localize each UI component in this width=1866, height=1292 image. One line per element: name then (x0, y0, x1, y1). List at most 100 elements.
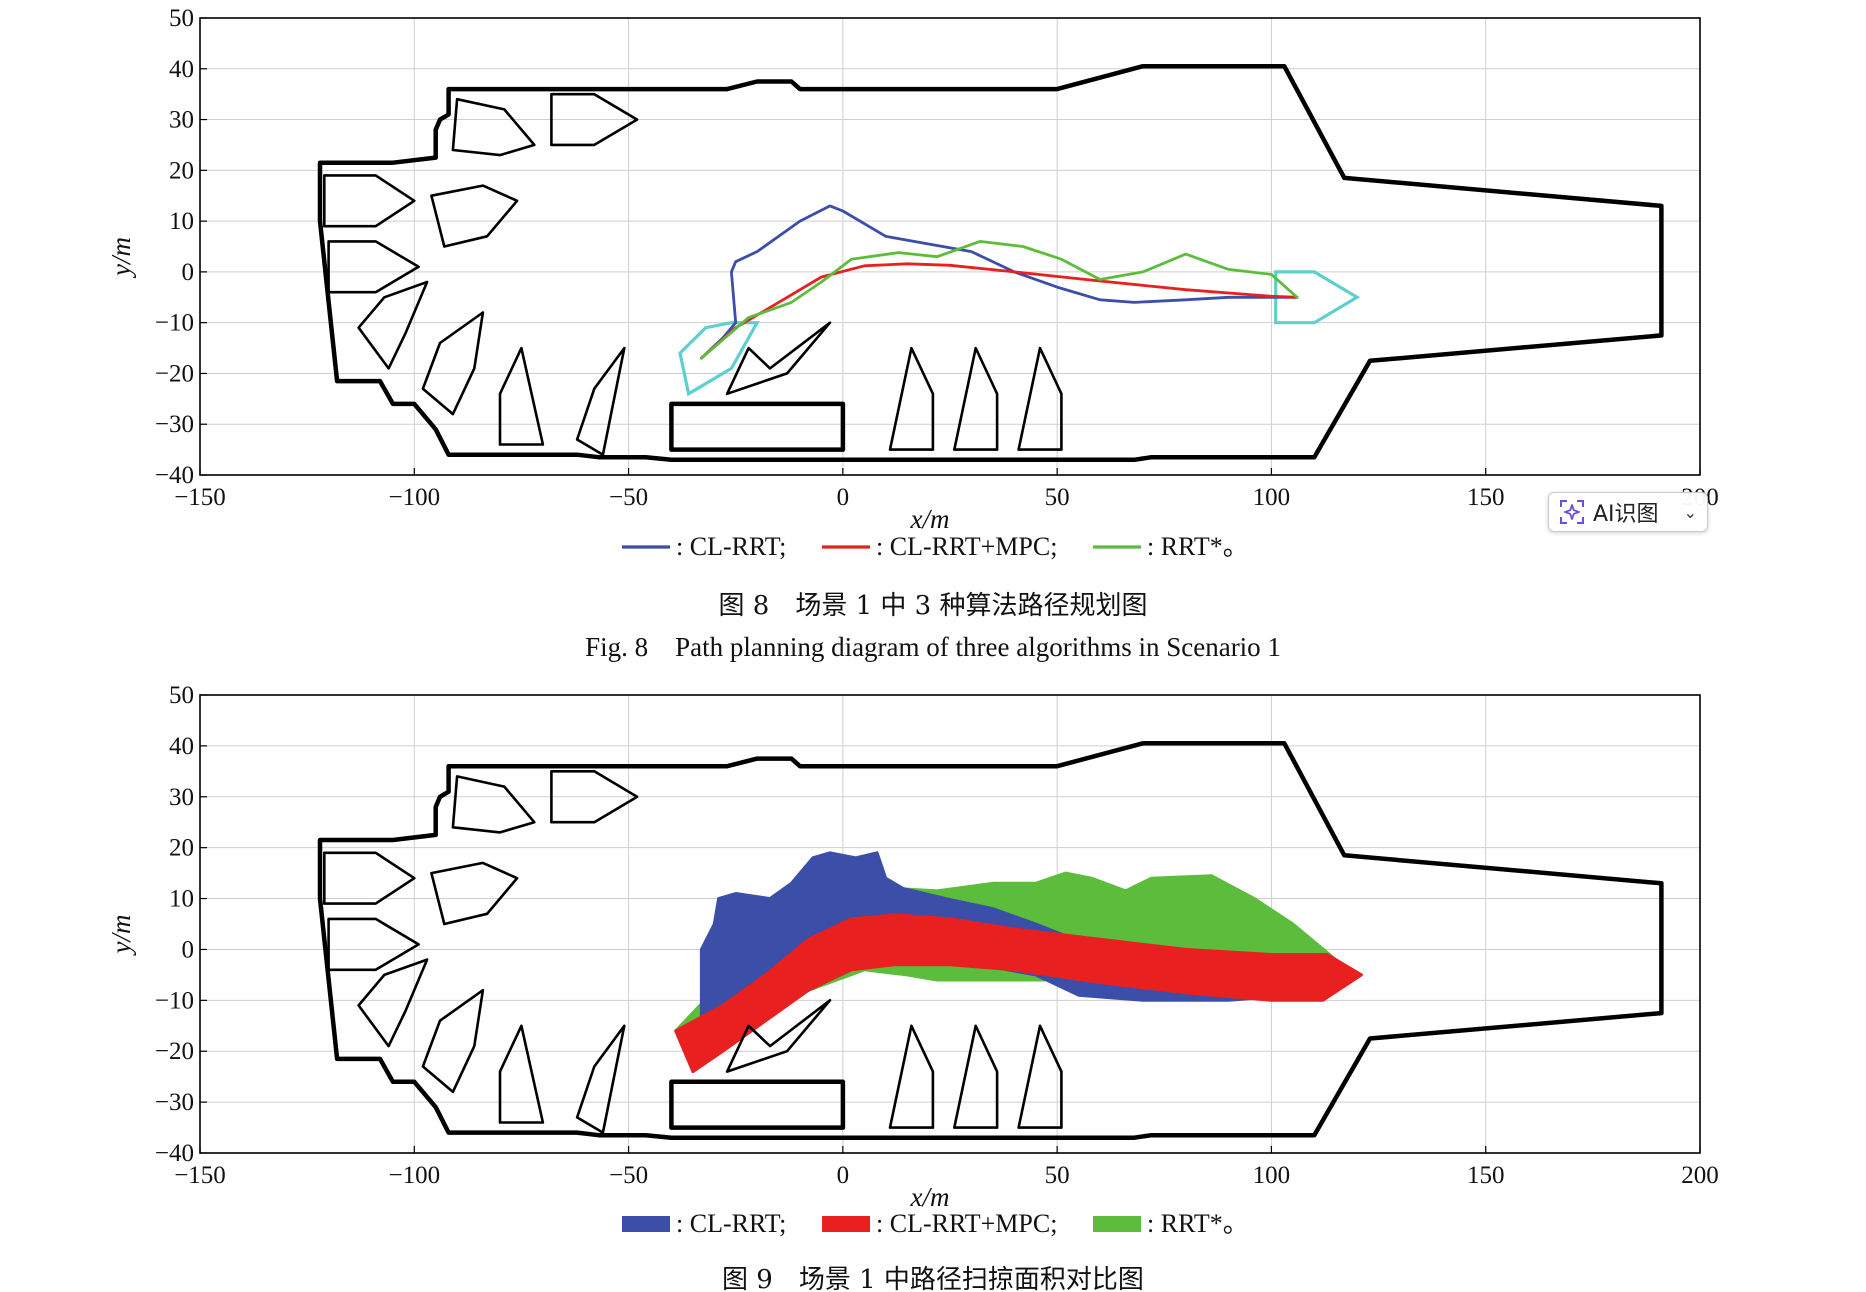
obstacle-shape (888, 1024, 935, 1129)
x-axis-label: x/m (910, 504, 950, 534)
y-tick-label: 20 (169, 835, 194, 862)
y-tick-label: 40 (169, 733, 194, 760)
x-tick-label: 50 (1045, 1162, 1070, 1189)
y-tick-label: −40 (155, 462, 194, 489)
obstacle-shape (357, 280, 429, 370)
x-tick-label: −150 (174, 484, 226, 511)
x-tick-label: 150 (1467, 1162, 1505, 1189)
y-tick-label: −10 (155, 987, 194, 1014)
obstacle-shape (451, 775, 536, 834)
goal-region (1274, 270, 1361, 325)
caption-fig8-en: Fig. 8 Path planning diagram of three al… (585, 632, 1281, 662)
obstacle-shape (421, 988, 485, 1094)
legend-label: : CL-RRT+MPC; (876, 1209, 1057, 1238)
start-region (678, 321, 760, 397)
obstacle-shape (669, 1079, 846, 1130)
sparkle-scan-icon (1560, 500, 1584, 524)
obstacle-shape (550, 769, 639, 824)
obstacle-shape (498, 1024, 545, 1124)
x-tick-label: 200 (1681, 1162, 1719, 1189)
x-tick-label: 100 (1253, 1162, 1291, 1189)
y-tick-label: −20 (155, 360, 194, 387)
legend-swatch (822, 1216, 870, 1232)
x-axis-label: x/m (910, 1182, 950, 1212)
obstacle-shape (327, 917, 420, 972)
obstacle-shape (888, 346, 935, 451)
legend-label: : CL-RRT; (676, 532, 786, 561)
obstacle-shape (430, 861, 519, 926)
obstacle-shape (575, 346, 626, 457)
y-tick-label: −20 (155, 1038, 194, 1065)
legend-label: : CL-RRT+MPC; (876, 532, 1057, 561)
chevron-down-icon: ⌄ (1683, 502, 1697, 522)
legend-label: : RRT*。 (1147, 1209, 1249, 1238)
plot-area (317, 741, 1664, 1140)
y-tick-label: 30 (169, 784, 194, 811)
y-tick-label: 50 (169, 5, 194, 32)
obstacle-shape (327, 240, 420, 294)
x-tick-label: −100 (388, 484, 440, 511)
obstacle-shape (669, 401, 846, 452)
y-tick-label: 10 (169, 208, 194, 235)
y-tick-label: 0 (182, 936, 195, 963)
y-tick-label: 20 (169, 157, 194, 184)
y-tick-label: −10 (155, 310, 194, 337)
y-tick-label: 10 (169, 886, 194, 913)
y-tick-label: −30 (155, 411, 194, 438)
y-tick-label: 30 (169, 107, 194, 134)
legend-swatch (622, 1216, 670, 1232)
deck-boundary (317, 741, 1664, 1140)
series-line-rrt* (700, 239, 1299, 360)
obstacle-shape (322, 851, 416, 905)
obstacle-shape (451, 97, 536, 157)
obstacle-shape (357, 958, 429, 1048)
y-tick-label: −40 (155, 1140, 194, 1167)
obstacle-shape (498, 346, 545, 446)
y-tick-label: 0 (182, 259, 195, 286)
x-tick-label: 0 (837, 484, 850, 511)
chart-fig8: −150−100−50050100150200−40−30−20−1001020… (106, 5, 1719, 561)
x-tick-label: −50 (609, 1162, 648, 1189)
chart-fig9: −150 −100 −50 0 50 100 150 200−40−30−20−1001020… (106, 682, 1719, 1238)
plot-area (317, 63, 1664, 463)
y-tick-label: −30 (155, 1089, 194, 1116)
obstacle-shape (550, 92, 639, 147)
obstacle-shape (421, 311, 485, 416)
obstacle-shape (1017, 346, 1063, 451)
swept-area-clrrt+mpc (674, 913, 1363, 1074)
y-tick-label: 50 (169, 682, 194, 709)
ai-recognize-label: AI识图 (1593, 502, 1659, 527)
deck-boundary (317, 63, 1664, 463)
y-axis-label: y/m (106, 237, 136, 279)
axes-frame (199, 694, 1701, 1154)
axes-frame (199, 17, 1701, 476)
legend: : CL-RRT; : CL-RRT+MPC; : RRT*。 (622, 1209, 1249, 1238)
x-tick-label: −150 (174, 1162, 226, 1189)
caption-fig9-cn: 图 9 场景 1 中路径扫掠面积对比图 (722, 1265, 1144, 1292)
x-tick-label: 50 (1045, 484, 1070, 511)
obstacle-shape (1017, 1024, 1063, 1129)
x-tick-label: −50 (609, 484, 648, 511)
ai-recognize-button[interactable]: AI识图 ⌄ (1548, 492, 1708, 532)
obstacle-shape (430, 184, 519, 248)
obstacle-shape (952, 1024, 999, 1129)
obstacle-shape (725, 998, 832, 1073)
y-tick-label: 40 (169, 56, 194, 83)
series-line-clrrt (700, 204, 1299, 360)
legend-label: : RRT*。 (1147, 532, 1249, 561)
x-tick-label: 150 (1467, 484, 1505, 511)
x-tick-label: 100 (1253, 484, 1291, 511)
legend-swatch (1093, 1216, 1141, 1232)
x-tick-label: −100 (388, 1162, 440, 1189)
obstacle-shape (575, 1024, 626, 1134)
obstacle-shape (952, 346, 999, 451)
obstacle-shape (725, 321, 832, 396)
y-axis-label: y/m (106, 915, 136, 957)
caption-fig8-cn: 图 8 场景 1 中 3 种算法路径规划图 (719, 591, 1148, 621)
legend: : CL-RRT; : CL-RRT+MPC; : RRT*。 (622, 532, 1249, 561)
series-line-clrrt+mpc (700, 262, 1299, 360)
obstacle-shape (322, 174, 416, 228)
legend-label: : CL-RRT; (676, 1209, 786, 1238)
x-tick-label: 0 (837, 1162, 850, 1189)
